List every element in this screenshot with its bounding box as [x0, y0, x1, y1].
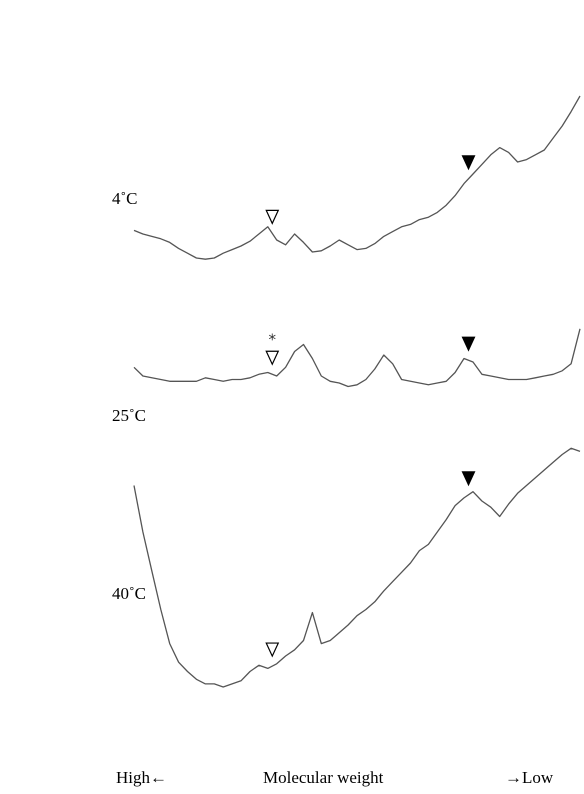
open-triangle-marker-2-0: [265, 642, 280, 658]
axis-label-low: →Low: [505, 768, 553, 788]
series-label-25c: 25˚C: [112, 406, 146, 425]
asterisk-annotation: *: [269, 330, 277, 348]
series-line-1: [133, 328, 581, 388]
series-line-2: [133, 447, 581, 688]
axis-left-arrow: ←: [150, 768, 167, 787]
axis-right-arrow: →: [505, 768, 522, 787]
open-triangle-marker-0-0: [265, 209, 280, 225]
filled-triangle-marker-2-1: [461, 471, 476, 487]
filled-triangle-marker-1-1: [461, 336, 476, 352]
axis-low-text: Low: [522, 768, 554, 787]
series-label-40c: 40˚C: [112, 584, 146, 603]
open-triangle-marker-1-0: [265, 350, 280, 366]
x-axis-label: Molecular weight: [263, 768, 384, 787]
series-line-0: [133, 95, 581, 260]
chart-markers: *: [265, 155, 476, 658]
chart-traces: [133, 95, 581, 688]
series-label-4c: 4˚C: [112, 189, 138, 208]
axis-label-high: High←: [116, 768, 167, 788]
filled-triangle-marker-0-1: [461, 155, 476, 171]
axis-high-text: High: [116, 768, 150, 787]
